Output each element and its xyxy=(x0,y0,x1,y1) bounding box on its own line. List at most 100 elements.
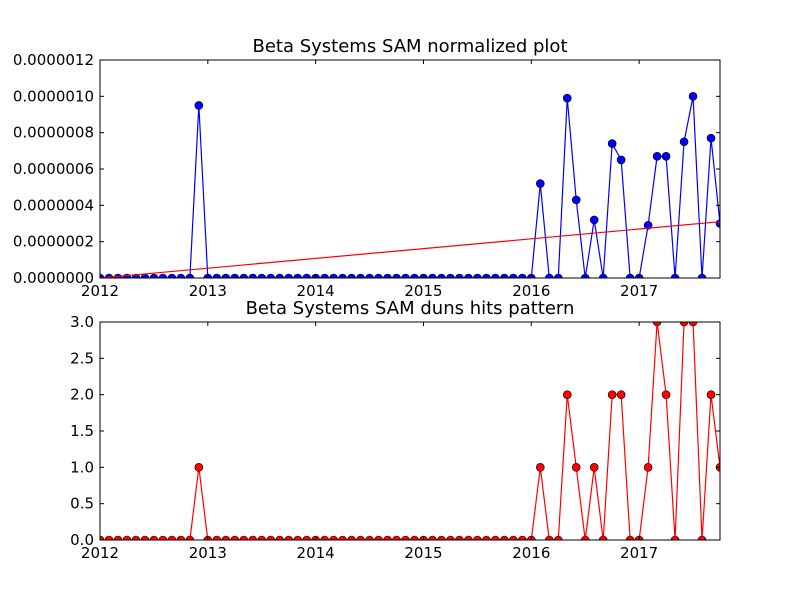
data-point xyxy=(661,151,671,161)
data-point xyxy=(437,535,446,540)
x-tick-label: 2017 xyxy=(620,544,658,562)
data-point xyxy=(158,273,168,278)
data-point xyxy=(194,463,204,472)
data-point xyxy=(392,535,401,540)
data-point xyxy=(266,535,276,540)
data-point xyxy=(176,535,186,540)
y-tick-label: 0.0000002 xyxy=(13,233,94,251)
y-tick-label: 2.5 xyxy=(70,349,94,367)
data-point xyxy=(643,221,653,230)
data-point xyxy=(149,273,159,278)
data-point xyxy=(230,273,240,278)
data-point xyxy=(383,535,392,540)
normalized-plot-panel: Beta Systems SAM normalized plot 2012 201… xyxy=(13,36,721,300)
data-point xyxy=(500,273,509,278)
data-point xyxy=(580,273,590,278)
data-point xyxy=(652,322,662,327)
data-point xyxy=(248,273,258,278)
data-point xyxy=(518,535,527,540)
data-point xyxy=(706,133,716,143)
data-point xyxy=(100,273,105,278)
x-tick-label: 2014 xyxy=(297,544,335,562)
data-point xyxy=(697,273,707,278)
data-point xyxy=(239,273,249,278)
data-point xyxy=(140,535,150,540)
chart-title: Beta Systems SAM normalized plot xyxy=(252,36,567,57)
data-point xyxy=(293,273,302,278)
data-point xyxy=(158,535,168,540)
y-tick-label: 1.0 xyxy=(70,458,94,476)
x-tick-label: 2014 xyxy=(297,282,335,300)
data-point xyxy=(347,273,356,278)
data-point xyxy=(688,92,698,101)
data-point xyxy=(221,273,231,278)
data-point xyxy=(104,535,114,540)
data-point xyxy=(320,535,329,540)
x-tick-label: 2012 xyxy=(81,282,119,300)
data-point xyxy=(446,535,455,540)
chart-title: Beta Systems SAM duns hits pattern xyxy=(246,298,575,319)
data-point xyxy=(410,535,419,540)
data-point xyxy=(302,273,311,278)
data-point xyxy=(212,535,222,540)
data-point xyxy=(535,179,545,188)
data-point xyxy=(589,215,599,225)
y-tick-label: 0.0000008 xyxy=(13,124,94,142)
data-point xyxy=(131,535,141,540)
data-point xyxy=(589,463,599,472)
data-point xyxy=(670,535,680,540)
data-point xyxy=(598,273,608,278)
data-point xyxy=(410,273,419,278)
data-point xyxy=(167,273,177,278)
data-point xyxy=(230,535,240,540)
data-point xyxy=(500,535,509,540)
data-point xyxy=(544,273,554,278)
y-tick-label: 0.0000004 xyxy=(13,196,94,214)
data-point xyxy=(562,390,572,399)
data-point xyxy=(580,535,590,540)
x-tick-label: 2015 xyxy=(404,282,442,300)
data-point xyxy=(176,273,186,278)
x-tick-label: 2013 xyxy=(189,282,227,300)
data-point xyxy=(679,137,689,147)
data-point xyxy=(329,273,338,278)
x-tick-label: 2015 xyxy=(404,544,442,562)
data-point xyxy=(446,273,455,278)
x-tick-label: 2013 xyxy=(189,544,227,562)
data-point xyxy=(473,273,482,278)
data-point xyxy=(383,273,392,278)
data-point xyxy=(338,273,347,278)
y-tick-label: 0.0000000 xyxy=(13,269,94,287)
y-tick-label: 0.0 xyxy=(70,531,94,549)
data-point xyxy=(428,535,437,540)
x-tick-label: 2016 xyxy=(512,282,550,300)
data-point xyxy=(688,322,698,327)
data-point xyxy=(365,273,374,278)
data-point xyxy=(428,273,437,278)
data-point xyxy=(625,273,635,278)
data-point xyxy=(257,535,267,540)
x-tick-label: 2012 xyxy=(81,544,119,562)
x-tick-label: 2017 xyxy=(620,282,658,300)
data-point xyxy=(652,151,662,161)
data-point xyxy=(616,390,626,399)
data-point xyxy=(320,273,329,278)
data-point xyxy=(509,273,518,278)
data-point xyxy=(374,273,383,278)
data-point xyxy=(275,535,285,540)
data-point xyxy=(113,535,123,540)
data-point xyxy=(257,273,267,278)
data-point xyxy=(616,155,626,165)
data-point xyxy=(661,390,671,399)
data-point xyxy=(329,535,338,540)
data-point xyxy=(365,535,374,540)
data-point xyxy=(491,535,500,540)
data-point xyxy=(697,535,707,540)
data-point xyxy=(562,93,572,103)
data-point xyxy=(293,535,302,540)
data-point xyxy=(509,535,518,540)
data-point xyxy=(248,535,258,540)
data-point xyxy=(401,535,410,540)
data-point xyxy=(670,273,680,278)
